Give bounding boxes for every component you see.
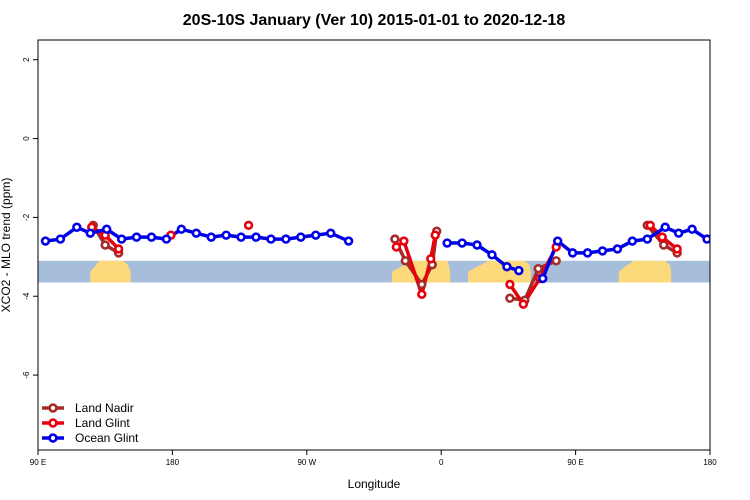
data-point	[206, 232, 216, 242]
x-axis: 90 E 180 90 W 0 90 E 180	[30, 450, 717, 467]
data-point	[702, 234, 710, 244]
legend-label: Land Nadir	[75, 401, 134, 415]
data-point	[221, 230, 231, 240]
ocean-band	[38, 260, 710, 283]
plot-frame	[37, 39, 711, 451]
data-point	[55, 234, 66, 244]
data-point	[417, 289, 427, 299]
data-point	[518, 299, 529, 309]
data-point	[426, 254, 436, 264]
data-point	[733, 236, 740, 243]
x-tick-label: 90 E	[567, 458, 583, 467]
data-point	[551, 256, 561, 266]
legend-label: Land Glint	[75, 416, 130, 430]
series-points	[40, 220, 740, 309]
y-tick-label: -2	[22, 213, 31, 221]
data-point	[673, 228, 684, 238]
data-point	[612, 244, 623, 254]
data-point	[533, 263, 543, 274]
legend-swatch-point	[48, 433, 58, 443]
land-region	[90, 260, 131, 283]
data-point	[266, 234, 276, 244]
data-point	[85, 228, 95, 238]
data-point	[538, 273, 548, 284]
data-point	[642, 234, 652, 244]
data-point	[100, 240, 110, 250]
data-point	[296, 232, 306, 242]
x-tick-label: 0	[439, 458, 444, 467]
x-tick-label: 180	[166, 458, 180, 467]
data-point	[325, 228, 336, 238]
y-axis-label: XCO2 - MLO trend (ppm)	[0, 178, 13, 313]
data-point	[657, 232, 667, 242]
data-point	[131, 232, 142, 242]
data-point	[567, 248, 578, 258]
y-tick-label: -6	[22, 371, 31, 379]
data-point	[146, 232, 157, 242]
data-point	[113, 244, 124, 254]
data-point	[176, 224, 187, 234]
data-point	[687, 224, 697, 234]
data-point	[514, 265, 524, 276]
data-point	[343, 236, 354, 246]
data-point	[390, 234, 400, 244]
data-point	[116, 234, 127, 244]
data-point	[645, 220, 655, 230]
data-point	[552, 236, 563, 246]
data-point	[161, 234, 172, 244]
legend-item: Land Glint	[42, 416, 130, 430]
x-axis-label: Longitude	[348, 477, 401, 491]
land-region	[618, 260, 672, 283]
legend-swatch-point	[48, 403, 58, 413]
data-point	[660, 222, 670, 232]
data-point	[597, 246, 608, 256]
data-point	[430, 230, 440, 240]
data-point	[472, 240, 482, 250]
y-tick-label: 0	[22, 136, 31, 141]
data-point	[417, 279, 427, 290]
data-point	[627, 236, 638, 246]
y-tick-label: 2	[22, 57, 31, 62]
data-point	[505, 279, 515, 290]
data-point	[400, 256, 411, 266]
y-tick-label: -4	[22, 292, 31, 300]
legend-item: Land Nadir	[42, 401, 134, 415]
data-point	[101, 224, 112, 234]
data-point	[442, 238, 452, 248]
y-axis: 2 0 -2 -4 -6	[22, 57, 38, 379]
legend-swatch-point	[48, 418, 58, 428]
data-point	[457, 238, 467, 248]
data-point	[505, 293, 515, 303]
legend-item: Ocean Glint	[42, 431, 139, 445]
chart-title: 20S-10S January (Ver 10) 2015-01-01 to 2…	[183, 12, 566, 29]
data-point	[399, 236, 409, 246]
data-point	[582, 248, 593, 258]
data-point	[311, 230, 321, 240]
data-point	[72, 222, 82, 232]
legend-label: Ocean Glint	[75, 431, 139, 445]
land-ocean-band	[38, 260, 710, 283]
data-point	[191, 228, 201, 238]
x-tick-label: 90 W	[297, 458, 316, 467]
series-line	[541, 225, 710, 280]
data-point	[659, 240, 669, 250]
land-region	[468, 260, 531, 283]
data-point	[281, 234, 291, 244]
data-point	[236, 232, 246, 242]
data-point	[719, 236, 726, 243]
data-point	[487, 250, 497, 260]
data-point	[672, 244, 682, 254]
data-point	[251, 232, 261, 242]
x-tick-label: 90 E	[30, 458, 46, 467]
data-point	[40, 236, 51, 246]
data-point	[243, 220, 254, 230]
data-point	[391, 242, 402, 252]
data-point	[502, 261, 512, 272]
x-tick-label: 180	[703, 458, 717, 467]
